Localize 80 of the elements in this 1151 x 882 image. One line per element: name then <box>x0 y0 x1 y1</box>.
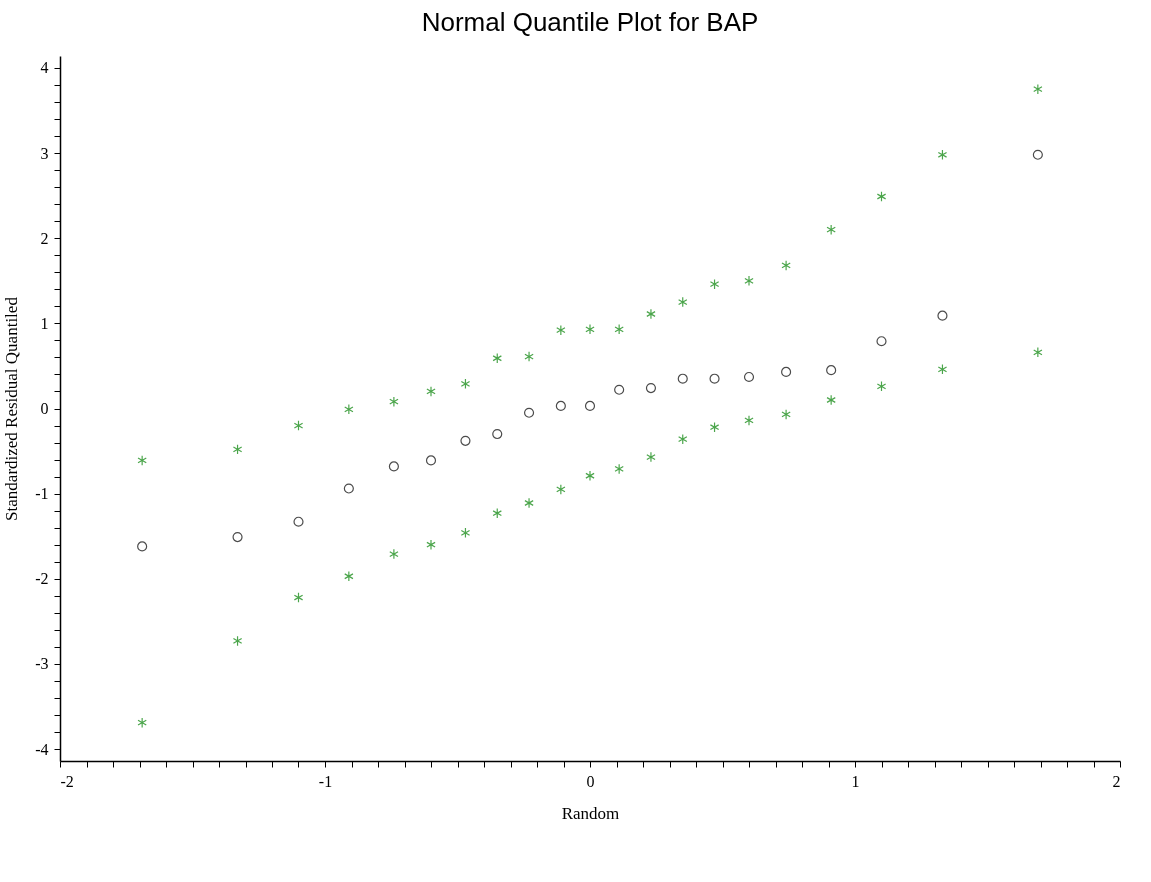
point <box>460 435 471 446</box>
point <box>614 323 624 335</box>
point <box>744 415 754 426</box>
point <box>614 463 624 475</box>
point <box>826 365 837 376</box>
point <box>678 296 688 308</box>
point <box>523 407 535 418</box>
point <box>460 378 471 390</box>
point <box>646 308 656 320</box>
point <box>584 400 596 412</box>
point <box>585 470 595 482</box>
point <box>677 373 688 384</box>
point <box>343 483 354 494</box>
point <box>137 455 147 466</box>
point <box>556 484 566 495</box>
point <box>293 516 304 527</box>
point <box>585 323 595 335</box>
point <box>426 539 436 551</box>
y-tick-label: -1 <box>35 485 49 503</box>
point <box>709 421 720 433</box>
point <box>1033 346 1043 358</box>
point <box>293 420 304 431</box>
point <box>781 366 792 377</box>
y-tick-label: 1 <box>40 314 49 332</box>
y-tick-label: -3 <box>35 655 49 673</box>
point <box>425 455 437 466</box>
y-tick-label: -2 <box>35 570 49 588</box>
point <box>937 363 948 375</box>
point <box>826 224 836 236</box>
x-axis-title: Random <box>561 803 620 823</box>
point <box>524 497 534 509</box>
point <box>293 592 304 603</box>
point <box>744 275 754 287</box>
point <box>1032 149 1043 160</box>
y-tick-label: 2 <box>40 229 49 247</box>
point <box>614 384 625 395</box>
point <box>645 383 657 394</box>
point <box>389 396 399 408</box>
point <box>678 433 688 445</box>
point <box>555 400 566 412</box>
point <box>344 570 354 582</box>
point <box>781 409 791 420</box>
point <box>876 336 887 347</box>
point <box>232 635 243 647</box>
y-tick-label: -4 <box>35 740 49 758</box>
point <box>232 444 243 455</box>
point <box>876 191 887 202</box>
y-tick-label: 0 <box>40 400 49 417</box>
point <box>709 278 720 290</box>
point <box>492 352 502 364</box>
x-tick-label: -2 <box>60 772 74 790</box>
point <box>388 461 399 472</box>
point <box>876 381 887 392</box>
y-axis-title: Standardized Residual Quantiled <box>2 296 22 521</box>
x-tick-label: 0 <box>586 772 595 790</box>
y-tick-label: 3 <box>40 144 49 162</box>
point <box>232 532 243 543</box>
point <box>937 149 948 161</box>
point <box>826 394 836 406</box>
point <box>524 351 534 362</box>
point <box>781 260 791 271</box>
point <box>426 386 436 397</box>
point <box>137 541 148 552</box>
x-tick-label: 1 <box>851 772 860 790</box>
point <box>937 310 948 321</box>
x-tick-label: -1 <box>318 772 333 790</box>
point <box>492 507 502 519</box>
point <box>709 373 720 384</box>
point <box>492 428 503 440</box>
point <box>556 324 566 336</box>
point <box>137 717 147 729</box>
point <box>743 371 755 383</box>
y-tick-label: 4 <box>40 59 49 77</box>
point <box>344 404 354 415</box>
point <box>389 548 399 560</box>
x-tick-label: 2 <box>1112 772 1121 790</box>
point <box>460 527 471 539</box>
point <box>1033 83 1043 95</box>
chart-title: Normal Quantile Plot for BAP <box>421 7 759 37</box>
point <box>646 451 656 463</box>
